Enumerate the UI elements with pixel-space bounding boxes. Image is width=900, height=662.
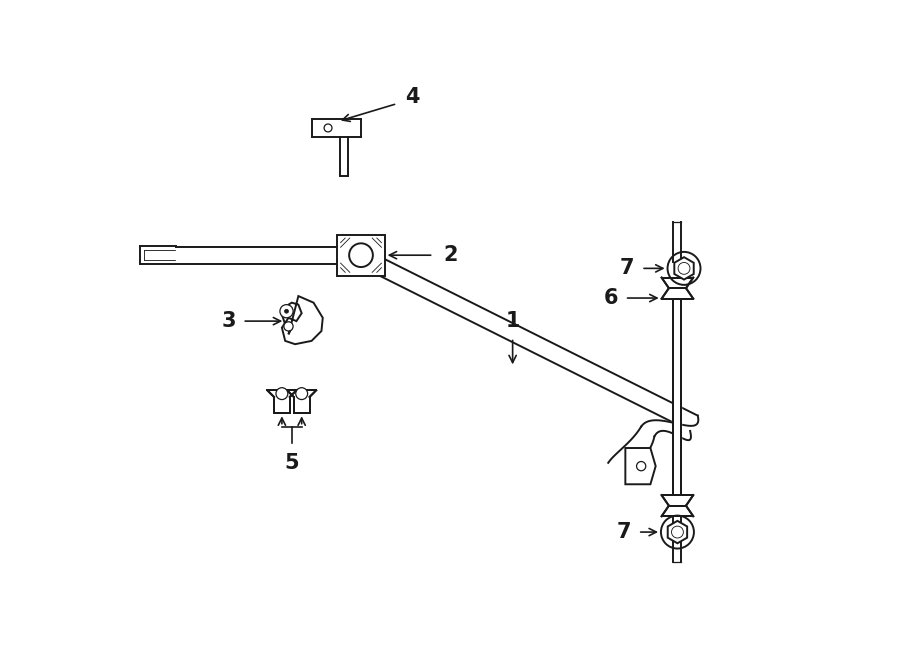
Polygon shape: [673, 299, 681, 495]
Polygon shape: [282, 296, 323, 344]
Text: 5: 5: [284, 453, 299, 473]
Polygon shape: [641, 416, 698, 440]
Polygon shape: [626, 448, 656, 485]
Circle shape: [668, 252, 700, 285]
Circle shape: [280, 305, 293, 318]
Circle shape: [636, 461, 646, 471]
Circle shape: [349, 244, 373, 267]
Text: 7: 7: [616, 522, 631, 542]
Text: 4: 4: [405, 87, 419, 107]
Text: 6: 6: [604, 288, 618, 308]
Circle shape: [678, 262, 690, 274]
Polygon shape: [668, 521, 687, 544]
Circle shape: [324, 124, 332, 132]
Text: 3: 3: [221, 311, 236, 331]
Circle shape: [284, 309, 289, 313]
Circle shape: [276, 388, 288, 400]
Text: 7: 7: [620, 258, 634, 279]
Circle shape: [284, 322, 293, 331]
Circle shape: [296, 388, 308, 400]
Polygon shape: [176, 247, 357, 263]
Polygon shape: [267, 391, 296, 413]
Polygon shape: [608, 426, 654, 473]
Polygon shape: [662, 277, 693, 299]
Circle shape: [671, 526, 683, 538]
Polygon shape: [354, 248, 698, 431]
Polygon shape: [287, 391, 316, 413]
Polygon shape: [662, 495, 693, 516]
FancyBboxPatch shape: [338, 235, 384, 275]
Polygon shape: [674, 257, 694, 279]
Circle shape: [661, 516, 694, 549]
Text: 2: 2: [444, 245, 458, 265]
Text: 1: 1: [506, 311, 520, 331]
